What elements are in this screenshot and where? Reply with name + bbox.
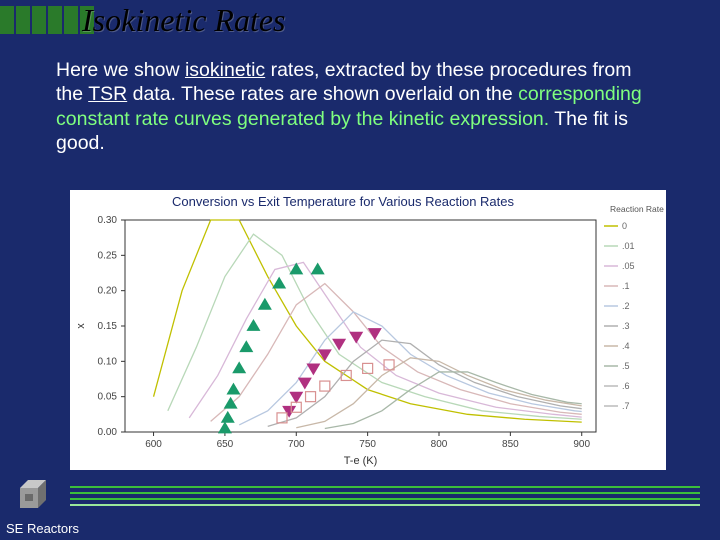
svg-text:750: 750 xyxy=(359,439,376,450)
svg-text:T-e (K): T-e (K) xyxy=(344,455,378,467)
svg-text:.2: .2 xyxy=(622,301,630,311)
svg-text:.01: .01 xyxy=(622,241,635,251)
body-iso: isokinetic xyxy=(185,59,265,81)
svg-text:0.25: 0.25 xyxy=(98,250,118,261)
svg-text:0.10: 0.10 xyxy=(98,356,118,367)
body-tsr: TSR xyxy=(88,83,127,105)
slide-body: Here we show isokinetic rates, extracted… xyxy=(56,58,664,156)
chart-panel: Conversion vs Exit Temperature for Vario… xyxy=(70,190,666,470)
svg-text:.5: .5 xyxy=(622,361,630,371)
svg-text:.05: .05 xyxy=(622,261,635,271)
svg-text:0.05: 0.05 xyxy=(98,392,118,403)
svg-text:800: 800 xyxy=(431,439,448,450)
body-part3: data. These rates are shown overlaid on … xyxy=(127,83,518,105)
svg-text:.3: .3 xyxy=(622,321,630,331)
chart-svg: Conversion vs Exit Temperature for Vario… xyxy=(70,190,666,470)
svg-text:0.20: 0.20 xyxy=(98,286,118,297)
accent-line xyxy=(70,504,700,506)
svg-text:0: 0 xyxy=(622,221,627,231)
svg-text:600: 600 xyxy=(145,439,162,450)
bottom-accent-lines xyxy=(70,486,700,510)
svg-text:Conversion vs Exit Temperature: Conversion vs Exit Temperature for Vario… xyxy=(172,194,515,209)
svg-text:850: 850 xyxy=(502,439,519,450)
svg-text:.1: .1 xyxy=(622,281,630,291)
svg-text:0.15: 0.15 xyxy=(98,321,118,332)
svg-text:.6: .6 xyxy=(622,381,630,391)
svg-text:700: 700 xyxy=(288,439,305,450)
slide-title: Isokinetic Rates xyxy=(82,2,285,39)
svg-text:0.00: 0.00 xyxy=(98,427,118,438)
svg-text:0.30: 0.30 xyxy=(98,215,118,226)
svg-text:650: 650 xyxy=(217,439,234,450)
slide: Isokinetic Rates Here we show isokinetic… xyxy=(0,0,720,540)
accent-line xyxy=(70,492,700,494)
footer-label: SE Reactors xyxy=(6,521,79,536)
footer-cube-icon xyxy=(14,476,60,514)
svg-text:.4: .4 xyxy=(622,341,630,351)
svg-text:.7: .7 xyxy=(622,401,630,411)
svg-text:Reaction Rate: Reaction Rate xyxy=(610,204,664,214)
accent-line xyxy=(70,498,700,500)
body-part1: Here we show xyxy=(56,59,185,81)
svg-text:900: 900 xyxy=(573,439,590,450)
accent-line xyxy=(70,486,700,488)
svg-text:x: x xyxy=(75,323,87,329)
